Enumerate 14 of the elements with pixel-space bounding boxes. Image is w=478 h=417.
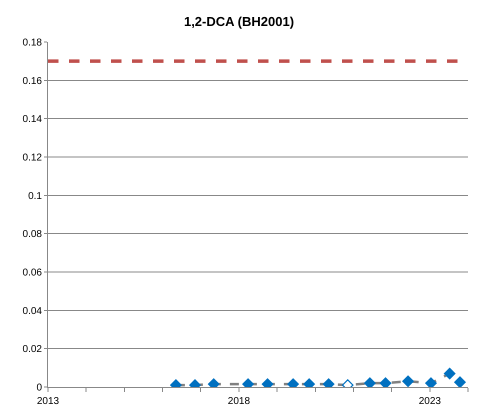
y-tick-label: 0.1: [28, 190, 42, 202]
x-tick-label: 2013: [36, 396, 60, 407]
y-tick-label: 0.08: [22, 229, 42, 240]
y-tick-label: 0.04: [22, 306, 42, 317]
y-tick-label: 0: [36, 382, 42, 394]
y-tick-label: 0.14: [22, 114, 42, 126]
x-tick-label: 2018: [228, 396, 250, 407]
y-tick-label: 0.02: [22, 344, 42, 356]
y-tick-label: 0.06: [22, 268, 42, 278]
y-tick-label: 0.16: [22, 76, 42, 87]
y-tick-label: 0.18: [22, 38, 42, 48]
y-tick-label: 0.12: [22, 152, 42, 164]
chart-title: 1,2-DCA (BH2001): [184, 14, 294, 29]
x-tick-label: 2023: [418, 396, 442, 407]
